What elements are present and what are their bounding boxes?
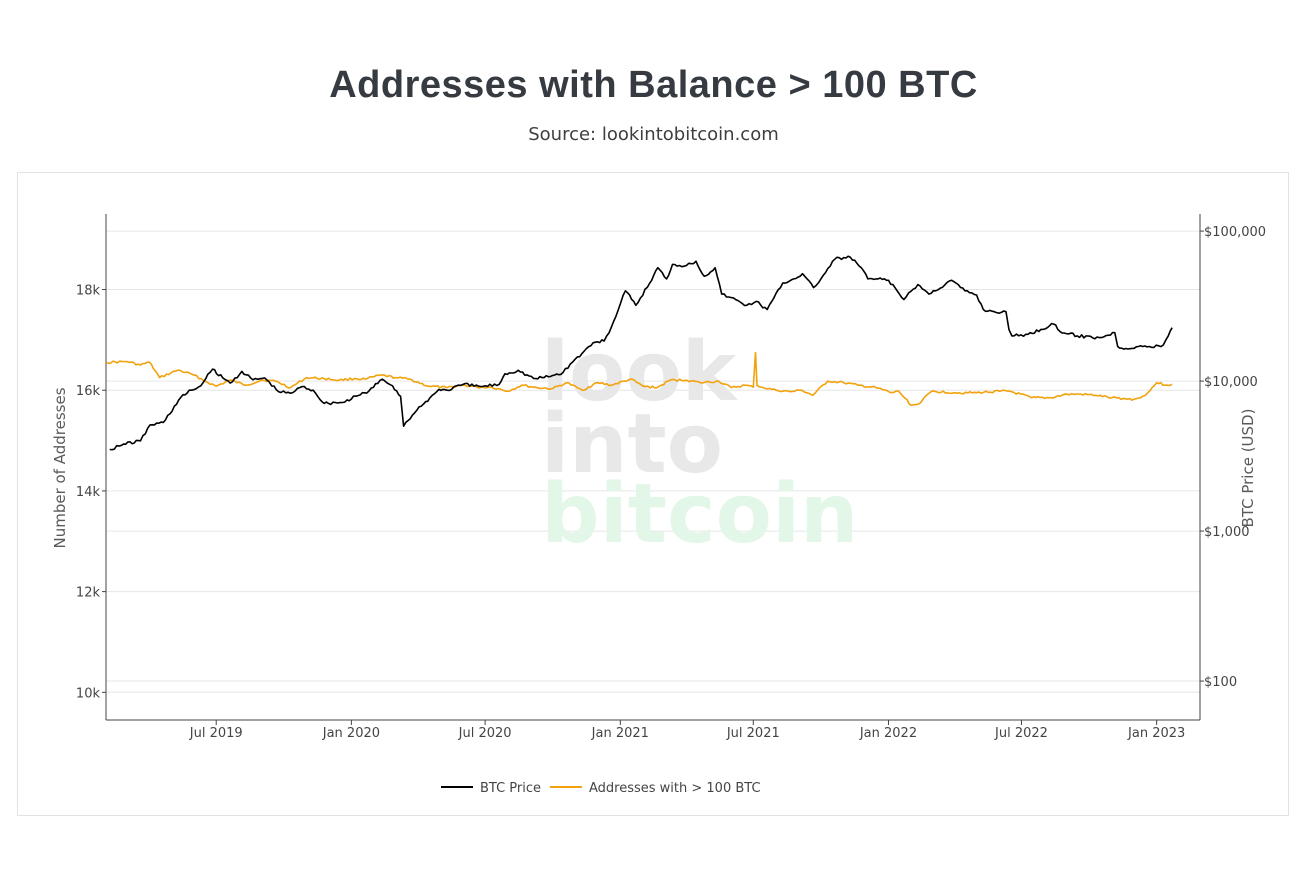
y-right-tick-label: $100,000 bbox=[1204, 225, 1266, 240]
legend-item-addresses[interactable]: Addresses with > 100 BTC bbox=[550, 781, 761, 796]
y-left-tick-label: 14k bbox=[76, 485, 101, 500]
legend: BTC Price Addresses with > 100 BTC bbox=[441, 781, 761, 796]
y-right-tick-label: $10,000 bbox=[1204, 375, 1258, 390]
x-tick-label: Jul 2021 bbox=[726, 726, 780, 741]
y-left-tick-label: 10k bbox=[76, 686, 101, 701]
axes: 10k 12k 14k 16k 18k $100 $1,000 $10,000 $100,000… bbox=[51, 214, 1266, 741]
page-title: Addresses with Balance > 100 BTC bbox=[329, 64, 978, 106]
legend-label-btc-price: BTC Price bbox=[480, 781, 541, 796]
y-right-tick-label: $1,000 bbox=[1204, 525, 1250, 540]
y-left-tick-label: 12k bbox=[76, 586, 101, 601]
x-tick-label: Jan 2020 bbox=[322, 726, 380, 741]
watermark-into: into bbox=[541, 397, 723, 492]
x-tick-label: Jan 2022 bbox=[859, 726, 917, 741]
series-line-addresses bbox=[105, 351, 1173, 407]
y-left-tick-label: 18k bbox=[76, 284, 101, 299]
watermark-bitcoin: bitcoin bbox=[541, 467, 858, 562]
legend-label-addresses: Addresses with > 100 BTC bbox=[589, 781, 761, 796]
x-tick-label: Jul 2020 bbox=[458, 726, 512, 741]
series-lines bbox=[105, 255, 1173, 451]
series-line-btc-price bbox=[109, 255, 1173, 451]
y-right-tick-label: $100 bbox=[1204, 675, 1237, 690]
x-tick-label: Jan 2023 bbox=[1127, 726, 1185, 741]
page-subtitle: Source: lookintobitcoin.com bbox=[528, 124, 779, 145]
grid-lines bbox=[106, 230, 1200, 693]
x-tick-label: Jul 2022 bbox=[994, 726, 1048, 741]
legend-item-btc-price[interactable]: BTC Price bbox=[441, 781, 541, 796]
y-left-axis-title: Number of Addresses bbox=[51, 387, 69, 548]
x-tick-label: Jul 2019 bbox=[189, 726, 243, 741]
watermark-logo: look into bitcoin bbox=[541, 325, 858, 562]
y-right-axis-title: BTC Price (USD) bbox=[1239, 409, 1257, 528]
chart-panel bbox=[17, 172, 1289, 816]
y-left-tick-label: 16k bbox=[76, 384, 101, 399]
x-tick-label: Jan 2021 bbox=[591, 726, 649, 741]
watermark-look: look bbox=[541, 325, 739, 420]
